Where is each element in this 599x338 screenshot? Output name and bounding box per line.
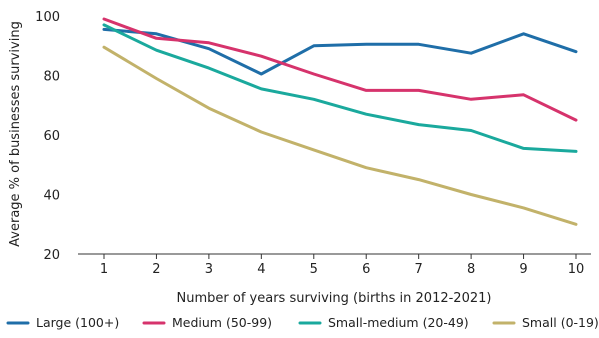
x-axis-title: Number of years surviving (births in 201… [177,291,492,306]
series-line [102,17,578,122]
y-axis-title: Average % of businesses surviving [8,21,23,247]
x-tick-label: 9 [519,262,527,277]
x-tick-label: 2 [152,262,160,277]
x-tick-label: 6 [362,262,370,277]
series-line [102,27,578,76]
series-line [102,23,578,153]
legend: Large (100+) Medium (50-99) Small-medium (… [6,315,599,330]
x-tick-label: 1 [100,262,108,277]
y-tick-label: 100 [35,10,60,25]
series-line [102,45,578,226]
x-tick-label: 10 [568,262,585,277]
plot-area: 20 40 60 80 100 1 2 3 4 5 6 7 8 9 10 [35,10,591,277]
legend-label: Small (0-19) [522,315,599,330]
series-lines [102,17,578,226]
x-tick-label: 3 [205,262,213,277]
y-tick-label: 40 [43,189,60,204]
y-tick-label: 20 [43,248,60,263]
y-axis-ticks: 20 40 60 80 100 [35,10,60,263]
legend-label: Large (100+) [36,315,119,330]
x-tick-label: 4 [257,262,265,277]
legend-label: Medium (50-99) [172,315,272,330]
x-tick-label: 8 [467,262,475,277]
x-tick-label: 7 [415,262,423,277]
x-axis-ticks: 1 2 3 4 5 6 7 8 9 10 [100,254,584,277]
y-tick-label: 60 [43,129,60,144]
y-tick-label: 80 [43,70,60,85]
x-tick-label: 5 [310,262,318,277]
legend-label: Small-medium (20-49) [328,315,469,330]
